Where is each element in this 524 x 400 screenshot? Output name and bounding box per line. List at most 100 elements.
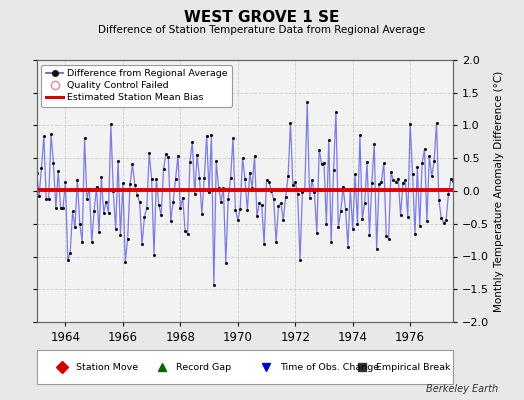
- Point: [420, 146, 429, 152]
- Point: [176, 205, 184, 212]
- Point: [425, 153, 433, 160]
- Point: [301, 186, 309, 192]
- Point: [320, 159, 328, 166]
- Point: [208, 132, 216, 138]
- Point: [133, 192, 141, 198]
- Point: [128, 161, 137, 168]
- Point: [382, 232, 390, 239]
- Point: [130, 182, 139, 188]
- Point: [348, 226, 357, 232]
- Point: [69, 208, 77, 214]
- Point: [35, 193, 43, 199]
- Point: [401, 177, 410, 184]
- Text: Record Gap: Record Gap: [176, 362, 232, 372]
- Point: [416, 223, 424, 229]
- Point: [274, 203, 282, 209]
- Point: [418, 160, 427, 166]
- Point: [260, 240, 268, 247]
- Point: [387, 169, 395, 175]
- Point: [49, 160, 58, 166]
- Point: [109, 188, 117, 195]
- Point: [205, 189, 213, 196]
- Point: [435, 197, 443, 203]
- Point: [246, 169, 254, 176]
- Point: [80, 135, 89, 142]
- Point: [351, 171, 359, 177]
- Point: [61, 179, 70, 186]
- Point: [344, 244, 352, 250]
- Point: [116, 232, 125, 238]
- Point: [461, 90, 470, 96]
- Point: [45, 196, 53, 203]
- FancyBboxPatch shape: [37, 350, 453, 384]
- Point: [396, 212, 405, 219]
- Point: [313, 230, 321, 236]
- Point: [140, 214, 149, 220]
- Point: [310, 189, 319, 196]
- Point: [135, 199, 144, 205]
- Point: [289, 182, 297, 188]
- Point: [241, 176, 249, 182]
- Point: [339, 184, 347, 191]
- Point: [341, 206, 350, 212]
- Point: [143, 204, 151, 211]
- Point: [63, 257, 72, 263]
- Point: [330, 167, 338, 173]
- Point: [399, 180, 407, 186]
- Point: [47, 131, 55, 137]
- Point: [202, 132, 211, 139]
- Point: [32, 170, 41, 176]
- Point: [97, 174, 105, 181]
- Point: [423, 217, 431, 224]
- Point: [214, 185, 223, 191]
- Point: [231, 206, 239, 213]
- Point: [59, 204, 67, 211]
- Point: [222, 260, 230, 266]
- Point: [373, 246, 381, 252]
- Point: [152, 176, 160, 182]
- Point: [257, 202, 266, 208]
- Point: [73, 176, 82, 183]
- Point: [66, 250, 74, 256]
- Point: [171, 176, 180, 182]
- Point: [157, 212, 166, 218]
- Point: [198, 211, 206, 218]
- Point: [126, 181, 134, 187]
- Point: [446, 176, 455, 182]
- Point: [121, 258, 129, 265]
- Point: [248, 184, 256, 191]
- Point: [234, 217, 242, 223]
- Point: [191, 190, 199, 197]
- Point: [229, 134, 237, 141]
- Point: [391, 179, 400, 185]
- Point: [124, 236, 132, 242]
- Point: [269, 196, 278, 203]
- Point: [454, 187, 462, 194]
- Point: [286, 120, 294, 126]
- Text: Station Move: Station Move: [77, 362, 138, 372]
- Point: [346, 185, 355, 192]
- Legend: Difference from Regional Average, Quality Control Failed, Estimated Station Mean: Difference from Regional Average, Qualit…: [41, 65, 232, 107]
- Point: [449, 178, 457, 184]
- Point: [263, 177, 271, 184]
- Point: [406, 120, 414, 127]
- Point: [389, 177, 398, 184]
- Point: [88, 239, 96, 246]
- Point: [279, 217, 288, 223]
- Point: [336, 208, 345, 215]
- Point: [358, 216, 366, 222]
- Point: [458, 197, 467, 204]
- Point: [456, 136, 465, 142]
- Point: [437, 215, 445, 221]
- Point: [90, 208, 99, 214]
- Point: [83, 196, 91, 202]
- Point: [284, 173, 292, 180]
- Point: [363, 158, 372, 165]
- Point: [255, 200, 264, 206]
- Point: [52, 205, 60, 211]
- Point: [85, 185, 94, 192]
- Point: [394, 175, 402, 182]
- Point: [37, 164, 46, 171]
- Point: [57, 204, 65, 211]
- Point: [368, 180, 376, 186]
